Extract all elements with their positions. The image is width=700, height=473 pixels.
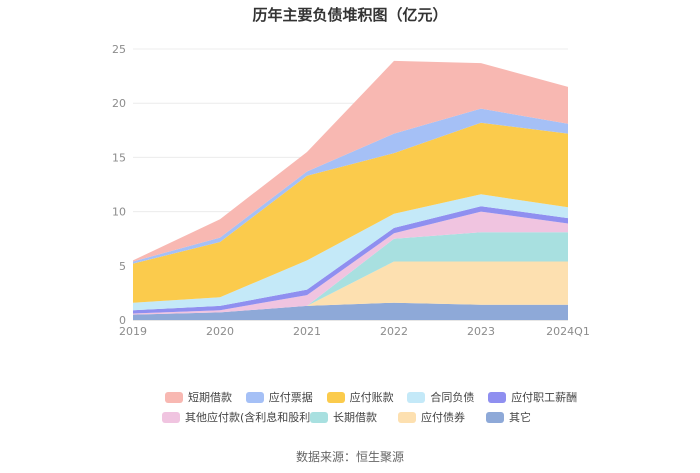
axis-layer: 0 5 10 15 20 25 2019 2020 2021 2022 2023 2024Q1 [112, 43, 590, 338]
legend-label: 应付债券 [421, 411, 465, 424]
legend-item[interactable]: 应付职工薪酬 [488, 389, 580, 405]
legend-label: 应付票据 [268, 391, 313, 404]
legend-label: 应付职工薪酬 [511, 391, 578, 404]
legend-swatch [488, 391, 507, 403]
legend-item[interactable]: 应付账款 [326, 389, 408, 405]
legend-swatch [165, 391, 183, 403]
legend-swatch [310, 411, 328, 423]
legend-row: 其他应付款(含利息和股利) 长期借款 应付债券 其它 [160, 407, 580, 427]
x-tick-label: 2023 [467, 325, 495, 338]
legend-label: 其它 [509, 411, 531, 424]
legend-label: 其他应付款(含利息和股利) [185, 411, 315, 424]
data-source: 数据来源：恒生聚源 [295, 450, 404, 464]
legend-swatch [162, 411, 180, 423]
legend-label: 合同负债 [430, 391, 475, 404]
legend-swatch [486, 411, 504, 423]
x-tick-label: 2022 [380, 325, 408, 338]
y-tick-label: 15 [112, 151, 126, 164]
x-tick-label: 2024Q1 [546, 325, 590, 338]
legend-swatch [326, 391, 345, 403]
chart-title: 历年主要负债堆积图（亿元） [252, 6, 448, 24]
x-tick-label: 2021 [293, 325, 321, 338]
y-tick-label: 20 [112, 97, 126, 110]
legend-item[interactable]: 长期借款 [310, 409, 398, 425]
series-area [133, 194, 568, 311]
series-area [133, 206, 568, 314]
y-tick-label: 0 [119, 314, 126, 327]
legend-swatch [398, 411, 416, 423]
legend-swatch [407, 391, 426, 403]
legend-item[interactable]: 其他应付款(含利息和股利) [162, 409, 315, 425]
legend-label: 长期借款 [333, 411, 377, 424]
legend-row: 短期借款 应付票据 应付账款 合同负债 应付职工薪酬 [160, 387, 580, 407]
x-tick-label: 2019 [119, 325, 147, 338]
legend-label: 短期借款 [188, 391, 232, 404]
series-area [133, 122, 568, 303]
y-tick-label: 25 [112, 43, 126, 56]
legend-item[interactable]: 其它 [486, 409, 556, 425]
legend-swatch [245, 391, 264, 403]
series-area [133, 108, 568, 264]
series-area [133, 60, 568, 262]
y-tick-label: 10 [112, 206, 126, 219]
legend-item[interactable]: 应付票据 [245, 389, 327, 405]
x-tick-label: 2020 [206, 325, 234, 338]
legend-item[interactable]: 应付债券 [398, 409, 486, 425]
series-area [133, 302, 568, 320]
legend-item[interactable]: 合同负债 [407, 389, 488, 405]
series-area [133, 232, 568, 315]
legend-label: 应付账款 [349, 391, 394, 404]
legend: 短期借款 应付票据 应付账款 合同负债 应付职工薪酬其他应付款(含利息和股利) 长期借款 应… [160, 387, 580, 427]
legend-item[interactable]: 短期借款 [165, 389, 246, 405]
area-layer [133, 60, 568, 320]
y-tick-label: 5 [119, 260, 126, 273]
series-area [133, 211, 568, 315]
series-area [133, 261, 568, 315]
